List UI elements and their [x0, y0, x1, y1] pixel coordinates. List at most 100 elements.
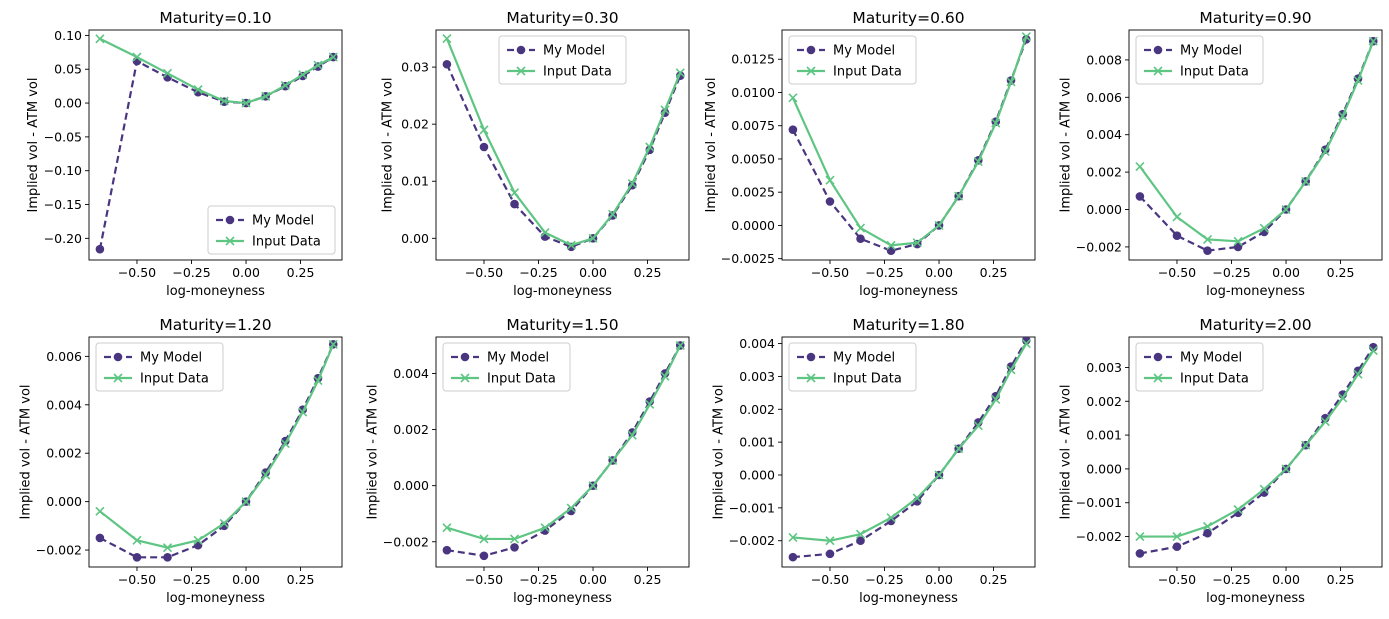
y-tick-label: −0.002 — [383, 534, 429, 549]
point-my-model — [95, 533, 105, 543]
x-tick-label: 0.25 — [287, 265, 315, 280]
x-tick-label: 0.25 — [634, 572, 662, 587]
y-tick-label: −0.10 — [44, 163, 82, 178]
point-input-data — [588, 481, 598, 491]
point-input-data — [973, 421, 983, 431]
point-input-data — [675, 340, 685, 350]
point-input-data — [1320, 146, 1330, 157]
legend: My Model Input Data — [788, 35, 917, 85]
point-input-data — [1021, 32, 1031, 42]
point-input-data — [219, 518, 229, 528]
y-tick-label: −0.001 — [729, 500, 775, 515]
legend: My Model Input Data — [95, 342, 224, 392]
point-input-data — [1368, 345, 1378, 356]
legend-label-input-data: Input Data — [1180, 65, 1249, 80]
y-tick-label: 0.0025 — [731, 185, 775, 200]
point-input-data — [954, 191, 964, 201]
x-tick-label: 0.25 — [980, 265, 1008, 280]
legend: My Model Input Data — [442, 342, 571, 392]
point-my-model — [479, 142, 489, 152]
point-input-data — [991, 118, 1001, 128]
y-tick-label: 0.0050 — [731, 151, 775, 166]
point-input-data — [1135, 161, 1145, 172]
x-axis-label: log-moneyness — [166, 284, 265, 299]
y-tick-label: 0.001 — [1086, 428, 1122, 443]
point-input-data — [280, 80, 290, 91]
y-tick-label: 0.006 — [46, 349, 82, 364]
point-my-model — [1021, 337, 1031, 345]
point-input-data — [261, 91, 271, 101]
point-input-data — [1172, 212, 1182, 222]
point-input-data — [788, 93, 798, 103]
y-tick-label: 0.000 — [46, 494, 82, 509]
point-my-model — [1135, 192, 1145, 201]
point-input-data — [660, 105, 670, 115]
point-my-model — [856, 536, 865, 546]
y-tick-label: −0.002 — [729, 533, 775, 548]
series-line-my-model — [791, 38, 1028, 252]
point-input-data — [991, 394, 1001, 404]
point-input-data — [1021, 339, 1031, 349]
y-tick-label: 0.10 — [54, 28, 82, 43]
y-tick-label: 0.004 — [739, 336, 775, 351]
chart-title: Maturity=0.30 — [506, 9, 618, 27]
y-tick-label: −0.20 — [44, 231, 82, 246]
point-my-model — [1172, 231, 1182, 240]
x-axis-label: log-moneyness — [513, 591, 612, 606]
point-input-data — [608, 455, 618, 465]
y-tick-label: 0.002 — [1086, 165, 1122, 180]
x-tick-label: 0.25 — [1327, 572, 1355, 587]
subplot: Maturity=2.00 −0.50 −0.25 0.00 0.25 −0.002 −0.… — [1058, 316, 1383, 606]
chart-title: Maturity=1.80 — [852, 316, 964, 334]
point-input-data — [1172, 531, 1182, 542]
x-axis-label: log-moneyness — [859, 284, 958, 299]
y-tick-label: 0.00 — [54, 96, 82, 111]
point-input-data — [95, 34, 105, 44]
x-tick-label: 0.00 — [579, 265, 607, 280]
y-tick-label: 0.002 — [739, 402, 775, 417]
point-my-model — [479, 551, 489, 561]
x-tick-label: −0.25 — [1212, 572, 1250, 587]
point-input-data — [540, 523, 550, 533]
point-input-data — [162, 68, 173, 78]
y-tick-label: 0.0100 — [731, 85, 775, 100]
x-axis-label: log-moneyness — [166, 591, 265, 606]
point-input-data — [788, 532, 798, 542]
point-input-data — [608, 209, 618, 219]
point-input-data — [241, 497, 251, 507]
y-tick-label: −0.002 — [36, 543, 82, 558]
legend-marker-input-data — [1153, 373, 1163, 383]
x-tick-label: 0.00 — [579, 572, 607, 587]
point-input-data — [1259, 484, 1269, 494]
point-input-data — [1006, 77, 1016, 87]
legend-label-my-model: My Model — [1180, 44, 1242, 59]
axes-frame — [1128, 336, 1383, 568]
legend-label-input-data: Input Data — [833, 65, 902, 80]
y-tick-label: −0.0025 — [721, 251, 775, 266]
point-my-model — [1172, 542, 1182, 552]
plot-area — [788, 32, 1031, 255]
point-my-model — [1203, 246, 1212, 255]
legend-label-my-model: My Model — [1180, 351, 1242, 366]
point-input-data — [566, 503, 576, 513]
plot-area — [442, 33, 685, 252]
point-my-model — [788, 125, 798, 135]
y-tick-label: 0.00 — [401, 231, 429, 246]
y-tick-label: 0.002 — [1086, 394, 1122, 409]
point-my-model — [163, 553, 172, 562]
y-tick-label: 0.002 — [393, 422, 429, 437]
x-tick-label: 0.00 — [925, 265, 953, 280]
point-input-data — [261, 470, 271, 480]
x-tick-label: −0.25 — [519, 572, 557, 587]
point-my-model — [1203, 528, 1212, 538]
point-input-data — [509, 188, 520, 198]
legend-label-input-data: Input Data — [1180, 372, 1249, 387]
legend-label-input-data: Input Data — [487, 372, 556, 387]
y-axis-label: Implied vol - ATM vol — [711, 384, 726, 519]
legend-label-my-model: My Model — [833, 44, 895, 59]
point-my-model — [442, 545, 452, 555]
x-tick-label: −0.50 — [1158, 572, 1196, 587]
x-tick-label: −0.25 — [1212, 265, 1250, 280]
legend-marker-my-model — [460, 352, 470, 362]
